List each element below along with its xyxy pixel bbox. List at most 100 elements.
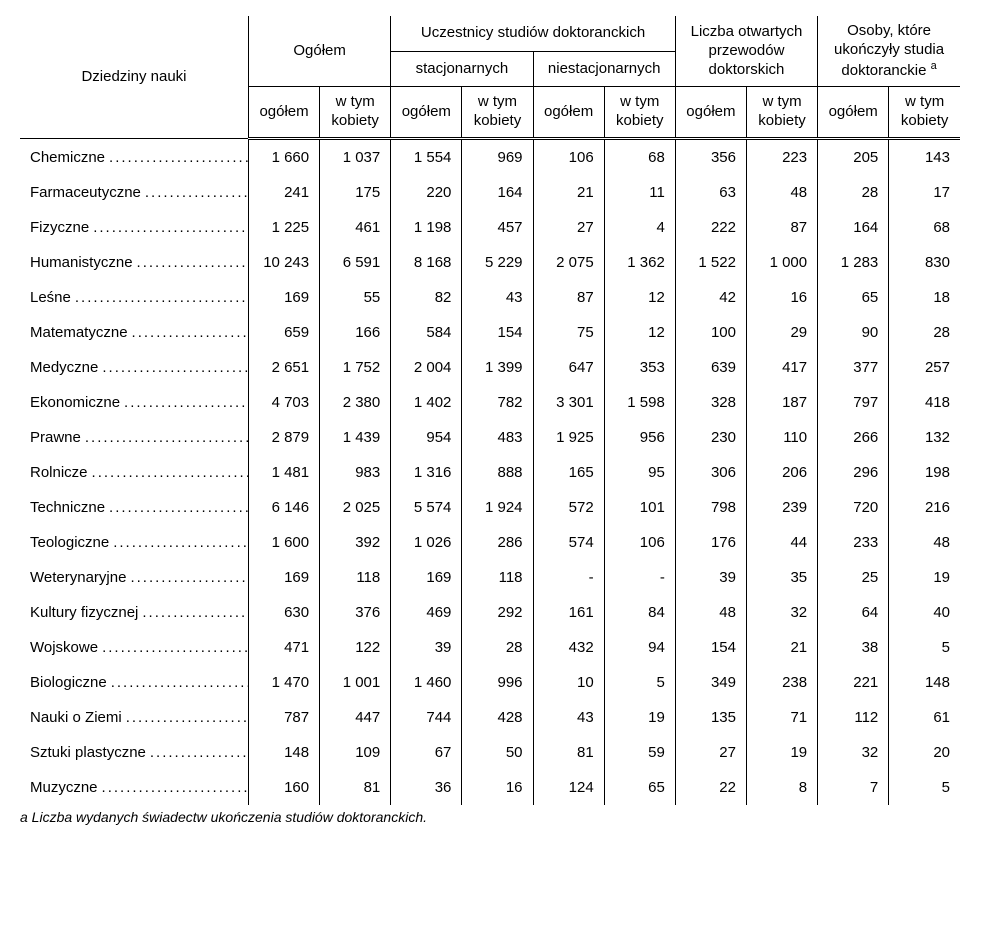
- cell-value: 16: [746, 280, 817, 315]
- cell-value: 164: [462, 175, 533, 210]
- cell-value: 206: [746, 455, 817, 490]
- cell-value: 12: [604, 315, 675, 350]
- cell-value: 71: [746, 700, 817, 735]
- cell-value: 118: [320, 560, 391, 595]
- table-row: Teologiczne1 6003921 0262865741061764423…: [20, 525, 960, 560]
- row-label: Wojskowe: [20, 630, 248, 665]
- cell-value: 5: [604, 665, 675, 700]
- cell-value: 223: [746, 138, 817, 175]
- table-row: Medyczne2 6511 7522 0041 399647353639417…: [20, 350, 960, 385]
- cell-value: 59: [604, 735, 675, 770]
- footnote-marker: a: [931, 60, 937, 72]
- row-label: Humanistyczne: [20, 245, 248, 280]
- cell-value: 48: [746, 175, 817, 210]
- cell-value: 132: [889, 420, 960, 455]
- cell-value: 143: [889, 138, 960, 175]
- cell-value: 1 598: [604, 385, 675, 420]
- cell-value: 27: [533, 210, 604, 245]
- cell-value: 286: [462, 525, 533, 560]
- cell-value: 65: [604, 770, 675, 805]
- cell-value: 55: [320, 280, 391, 315]
- cell-value: 39: [391, 630, 462, 665]
- row-label: Rolnicze: [20, 455, 248, 490]
- cell-value: 983: [320, 455, 391, 490]
- cell-value: 44: [746, 525, 817, 560]
- cell-value: 205: [818, 138, 889, 175]
- cell-value: 27: [675, 735, 746, 770]
- cell-value: 110: [746, 420, 817, 455]
- cell-value: 165: [533, 455, 604, 490]
- col-sub-kobiety-4: w tym kobiety: [746, 87, 817, 139]
- cell-value: 266: [818, 420, 889, 455]
- cell-value: 175: [320, 175, 391, 210]
- cell-value: 16: [462, 770, 533, 805]
- col-group-ukonczyly-text: Osoby, które ukończyły studia doktoranck…: [834, 22, 944, 79]
- col-group-uczestnicy: Uczestnicy studiów doktoranckich: [391, 16, 676, 51]
- col-sub-ogolem-3: ogółem: [533, 87, 604, 139]
- cell-value: 2 075: [533, 245, 604, 280]
- doctoral-fields-table: Dziedziny nauki Ogółem Uczestnicy studió…: [20, 16, 960, 805]
- cell-value: 469: [391, 595, 462, 630]
- cell-value: 187: [746, 385, 817, 420]
- cell-value: 7: [818, 770, 889, 805]
- cell-value: 148: [248, 735, 319, 770]
- cell-value: 6 591: [320, 245, 391, 280]
- row-label: Ekonomiczne: [20, 385, 248, 420]
- cell-value: 392: [320, 525, 391, 560]
- cell-value: 1 522: [675, 245, 746, 280]
- cell-value: 483: [462, 420, 533, 455]
- cell-value: 39: [675, 560, 746, 595]
- cell-value: -: [604, 560, 675, 595]
- cell-value: 5: [889, 630, 960, 665]
- col-subgroup-stacjonarnych: stacjonarnych: [391, 51, 533, 87]
- cell-value: 21: [533, 175, 604, 210]
- cell-value: 241: [248, 175, 319, 210]
- col-group-otwartych: Liczba otwartych przewodów doktorskich: [675, 16, 817, 87]
- cell-value: 1 600: [248, 525, 319, 560]
- cell-value: 122: [320, 630, 391, 665]
- cell-value: 38: [818, 630, 889, 665]
- cell-value: 68: [604, 138, 675, 175]
- cell-value: 106: [533, 138, 604, 175]
- cell-value: 82: [391, 280, 462, 315]
- cell-value: 154: [675, 630, 746, 665]
- cell-value: 1 481: [248, 455, 319, 490]
- cell-value: 647: [533, 350, 604, 385]
- cell-value: 220: [391, 175, 462, 210]
- cell-value: 782: [462, 385, 533, 420]
- cell-value: 1 470: [248, 665, 319, 700]
- cell-value: 63: [675, 175, 746, 210]
- cell-value: 353: [604, 350, 675, 385]
- row-label: Nauki o Ziemi: [20, 700, 248, 735]
- cell-value: 81: [320, 770, 391, 805]
- cell-value: 65: [818, 280, 889, 315]
- cell-value: 12: [604, 280, 675, 315]
- cell-value: 233: [818, 525, 889, 560]
- cell-value: 417: [746, 350, 817, 385]
- cell-value: 106: [604, 525, 675, 560]
- cell-value: 32: [746, 595, 817, 630]
- cell-value: 572: [533, 490, 604, 525]
- cell-value: 306: [675, 455, 746, 490]
- cell-value: 954: [391, 420, 462, 455]
- row-label: Sztuki plastyczne: [20, 735, 248, 770]
- cell-value: 81: [533, 735, 604, 770]
- col-sub-kobiety-1: w tym kobiety: [320, 87, 391, 139]
- cell-value: 20: [889, 735, 960, 770]
- table-body: Chemiczne1 6601 0371 5549691066835622320…: [20, 138, 960, 805]
- table-row: Humanistyczne10 2436 5918 1685 2292 0751…: [20, 245, 960, 280]
- cell-value: 161: [533, 595, 604, 630]
- cell-value: 10: [533, 665, 604, 700]
- cell-value: 956: [604, 420, 675, 455]
- cell-value: 5 574: [391, 490, 462, 525]
- table-row: Techniczne6 1462 0255 5741 9245721017982…: [20, 490, 960, 525]
- row-label: Chemiczne: [20, 138, 248, 175]
- cell-value: 1 402: [391, 385, 462, 420]
- cell-value: 101: [604, 490, 675, 525]
- cell-value: 1 362: [604, 245, 675, 280]
- col-sub-ogolem-1: ogółem: [248, 87, 319, 139]
- cell-value: 43: [533, 700, 604, 735]
- cell-value: 25: [818, 560, 889, 595]
- cell-value: 17: [889, 175, 960, 210]
- cell-value: 4: [604, 210, 675, 245]
